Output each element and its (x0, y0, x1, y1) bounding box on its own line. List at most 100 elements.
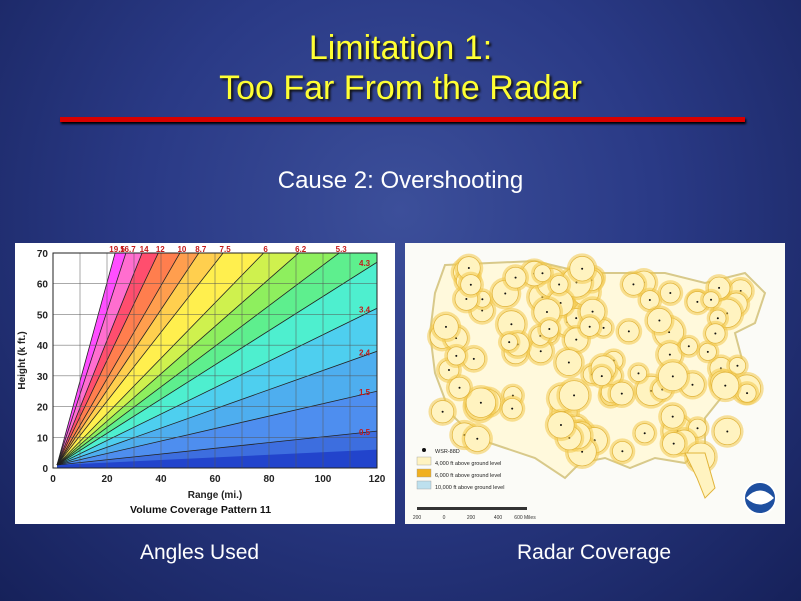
y-axis-label: Height (k ft.) (17, 331, 28, 389)
vcp-chart-panel: 0 10 20 30 40 50 60 70 0 20 40 60 80 100 120 Range (mi.… (15, 243, 395, 524)
top-angle-label: 12 (156, 245, 165, 254)
radar-site-dot (746, 392, 749, 395)
legend-swatch (422, 448, 426, 452)
radar-site-dot (602, 326, 605, 329)
radar-site-dot (637, 372, 640, 375)
scale-label: 400 (494, 515, 503, 521)
radar-site-dot (469, 283, 472, 286)
radar-site-dot (541, 272, 544, 275)
radar-site-dot (508, 341, 511, 344)
radar-site-dot (575, 317, 578, 320)
top-angle-label: 7.5 (220, 245, 232, 254)
radar-site-dot (455, 354, 458, 357)
caption-radar-coverage: Radar Coverage (517, 541, 672, 564)
radar-site-dot (600, 375, 603, 378)
slide-subtitle: Cause 2: Overshooting (277, 167, 524, 194)
top-angle-label: 6 (263, 245, 268, 254)
radar-site-dot (669, 292, 672, 295)
radar-site-dot (447, 368, 450, 371)
radar-site-dot (710, 298, 713, 301)
radar-site-dot (548, 327, 551, 330)
radar-site-dot (687, 345, 690, 348)
radar-site-dot (591, 310, 594, 313)
scale-bar-line (417, 507, 527, 510)
radar-site-dot (510, 323, 513, 326)
top-angle-label: 16.7 (120, 245, 136, 254)
radar-site-dot (514, 276, 517, 279)
x-tick-label: 120 (369, 474, 386, 485)
beam-band (57, 253, 377, 465)
radar-site-dot (620, 392, 623, 395)
caption-angles-used: Angles Used (140, 541, 260, 564)
beam-line (56, 253, 159, 466)
x-axis-label: Range (mi.) (188, 490, 242, 501)
radar-site-dot (621, 450, 624, 453)
radar-site-dot (504, 292, 507, 295)
legend-label: WSR-88D (435, 449, 460, 455)
radar-site-dot (465, 297, 468, 300)
top-angle-label: 6.2 (295, 245, 307, 254)
radar-site-dot (691, 383, 694, 386)
beam-line (56, 253, 181, 466)
radar-site-dot (581, 267, 584, 270)
radar-site-dot (696, 427, 699, 430)
y-tick-label: 50 (37, 310, 49, 321)
y-tick-label: 10 (37, 433, 49, 444)
title-underline (60, 117, 745, 122)
map-legend: WSR-88D 4,000 ft above ground level 6,000 … (416, 448, 504, 491)
radar-site-dot (643, 432, 646, 435)
legend-label: 6,000 ft above ground level (435, 473, 501, 479)
legend-label: 4,000 ft above ground level (435, 461, 501, 467)
slide-title: Limitation 1: Too Far From the Radar (0, 28, 801, 108)
y-tick-label: 60 (37, 280, 49, 291)
plot-area (53, 253, 377, 468)
chart-title: Volume Coverage Pattern 11 (130, 504, 271, 516)
top-angle-label: 19.5 (109, 245, 125, 254)
radar-site-dot (696, 300, 699, 303)
radar-site-dot (671, 415, 674, 418)
radar-site-dot (632, 283, 635, 286)
radar-site-dot (545, 311, 548, 314)
radar-site-dot (444, 325, 447, 328)
beam-band (57, 449, 377, 468)
radar-site-dot (726, 430, 729, 433)
scale-label: 600 Miles (514, 515, 536, 521)
right-angle-label: 2.4 (359, 348, 371, 357)
radar-site-dot (511, 407, 514, 410)
radar-site-dot (472, 357, 475, 360)
right-angle-label: 4.3 (359, 259, 371, 268)
radar-site-dot (581, 450, 584, 453)
scale-bar: 200 0 200 400 600 Miles (413, 507, 536, 521)
y-tick-label: 20 (37, 403, 49, 414)
radar-site-dot (479, 401, 482, 404)
beam-line (56, 390, 377, 466)
beam-line (56, 350, 377, 466)
vcp-chart: 0 10 20 30 40 50 60 70 0 20 40 60 80 100 120 Range (mi.… (17, 245, 386, 516)
radar-site-dot (467, 267, 470, 270)
scale-label: 200 (413, 515, 422, 521)
radar-site-dot (736, 364, 739, 367)
radar-site-dot (588, 325, 591, 328)
beam-line (56, 253, 200, 466)
radar-site-dot (672, 442, 675, 445)
radar-site-dot (481, 298, 484, 301)
x-tick-label: 20 (101, 474, 113, 485)
radar-site-dot (668, 353, 671, 356)
radar-site-dot (714, 332, 717, 335)
beam-line (56, 253, 224, 466)
radar-site-dot (627, 330, 630, 333)
top-angle-label: 14 (140, 245, 149, 254)
top-angle-label: 10 (177, 245, 186, 254)
beam-line (56, 253, 143, 466)
y-tick-label: 70 (37, 249, 49, 260)
radar-site-dot (458, 386, 461, 389)
beam-line (56, 261, 377, 466)
scale-label: 0 (443, 515, 446, 521)
radar-site-dot (724, 384, 727, 387)
radar-site-dot (573, 394, 576, 397)
radar-site-dot (559, 423, 562, 426)
beam-line (56, 307, 377, 466)
radar-site-dot (658, 319, 661, 322)
legend-swatch (416, 480, 432, 490)
